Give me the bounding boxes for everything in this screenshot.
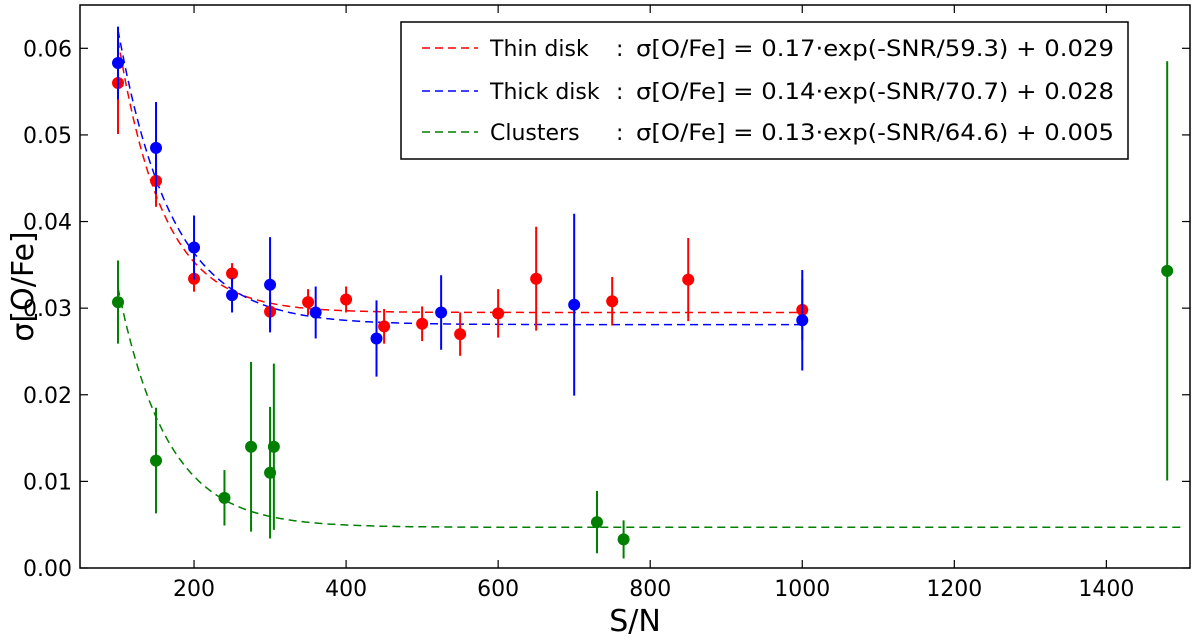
legend: Thin disk : σ[O/Fe] = 0.17·exp(-SNR/59.3… xyxy=(400,21,1129,160)
y-tick-label: 0.00 xyxy=(23,557,72,582)
marker xyxy=(378,320,391,333)
marker xyxy=(606,295,619,308)
y-tick-label: 0.02 xyxy=(23,384,72,409)
marker xyxy=(796,314,809,327)
data-points xyxy=(112,26,1174,559)
marker xyxy=(370,332,383,345)
marker xyxy=(112,296,125,309)
x-tick-label: 1400 xyxy=(1078,577,1134,602)
legend-formula-clusters: σ[O/Fe] = 0.13·exp(-SNR/64.6) + 0.005 xyxy=(636,121,1114,146)
marker xyxy=(226,267,239,280)
marker xyxy=(267,440,280,453)
marker xyxy=(309,306,322,319)
y-tick-label: 0.04 xyxy=(23,211,72,236)
marker xyxy=(590,516,603,529)
data-point-thin-disk xyxy=(378,309,391,344)
legend-formula-thick-disk: σ[O/Fe] = 0.14·exp(-SNR/70.7) + 0.028 xyxy=(636,80,1114,105)
legend-entry-clusters: Clusters : σ[O/Fe] = 0.13·exp(-SNR/64.6)… xyxy=(422,121,1114,146)
x-tick-label: 600 xyxy=(477,577,519,602)
data-point-thin-disk xyxy=(682,237,695,322)
marker xyxy=(245,440,258,453)
legend-label-clusters: Clusters xyxy=(490,121,580,146)
data-point-thick-disk xyxy=(568,213,581,396)
marker xyxy=(435,306,448,319)
data-point-thin-disk xyxy=(416,306,429,342)
marker xyxy=(1161,264,1174,277)
data-point-thin-disk xyxy=(454,312,467,356)
plot-frame xyxy=(79,4,1191,569)
data-point-thick-disk xyxy=(226,277,239,313)
axis-ticks: 200 400 600 800 1000 1200 1400 0.00 0.01 0.02 0.03… xyxy=(23,5,1190,602)
data-point-thick-disk xyxy=(309,286,322,339)
data-point-thick-disk xyxy=(435,275,448,350)
marker xyxy=(568,298,581,311)
data-point-clusters xyxy=(112,260,125,344)
marker xyxy=(617,533,630,546)
x-axis-label: S/N xyxy=(609,604,661,639)
data-point-clusters xyxy=(267,363,280,530)
data-point-clusters xyxy=(218,470,231,526)
y-tick-label: 0.06 xyxy=(23,37,72,62)
legend-label-thin-disk: Thin disk xyxy=(489,37,589,62)
data-point-thin-disk xyxy=(340,286,353,313)
data-point-thick-disk xyxy=(150,102,163,194)
legend-formula-thin-disk: σ[O/Fe] = 0.17·exp(-SNR/59.3) + 0.029 xyxy=(636,37,1114,62)
data-point-clusters xyxy=(617,520,630,559)
data-point-thick-disk xyxy=(370,300,383,377)
marker xyxy=(218,491,231,504)
data-point-thin-disk xyxy=(492,289,505,338)
y-axis-label: σ[O/Fe] xyxy=(6,231,41,341)
legend-box xyxy=(400,21,1129,160)
data-point-thin-disk xyxy=(606,276,619,326)
fit-curve-clusters xyxy=(117,287,1183,529)
data-point-clusters xyxy=(150,407,163,514)
data-point-thick-disk xyxy=(188,215,201,280)
legend-entry-thin-disk: Thin disk : σ[O/Fe] = 0.17·exp(-SNR/59.3… xyxy=(422,37,1114,62)
x-tick-label: 1000 xyxy=(774,577,830,602)
y-tick-label: 0.05 xyxy=(23,124,72,149)
x-tick-label: 800 xyxy=(629,577,671,602)
data-point-thin-disk xyxy=(530,226,543,331)
marker xyxy=(340,293,353,306)
legend-label-thick-disk: Thick disk xyxy=(489,80,600,105)
x-tick-label: 200 xyxy=(173,577,215,602)
marker xyxy=(454,328,467,341)
marker xyxy=(264,278,277,291)
legend-separator: : xyxy=(616,121,623,146)
marker xyxy=(150,141,163,154)
y-tick-label: 0.03 xyxy=(23,297,72,322)
marker xyxy=(112,57,125,70)
x-tick-label: 400 xyxy=(325,577,367,602)
data-point-thick-disk xyxy=(112,26,125,100)
marker xyxy=(682,273,695,286)
legend-separator: : xyxy=(616,37,623,62)
data-point-thin-disk xyxy=(302,289,315,316)
data-point-thick-disk xyxy=(796,270,809,371)
marker xyxy=(226,289,239,302)
y-tick-label: 0.01 xyxy=(23,470,72,495)
legend-entry-thick-disk: Thick disk : σ[O/Fe] = 0.14·exp(-SNR/70.… xyxy=(422,80,1114,105)
x-tick-label: 1200 xyxy=(926,577,982,602)
marker xyxy=(150,454,163,467)
marker xyxy=(416,317,429,330)
marker xyxy=(530,272,543,285)
marker xyxy=(492,307,505,320)
data-point-thick-disk xyxy=(264,237,277,333)
data-point-clusters xyxy=(1161,61,1174,481)
data-point-clusters xyxy=(245,361,258,532)
marker xyxy=(302,296,315,309)
marker xyxy=(188,241,201,254)
data-point-clusters xyxy=(590,490,603,554)
legend-separator: : xyxy=(616,80,623,105)
